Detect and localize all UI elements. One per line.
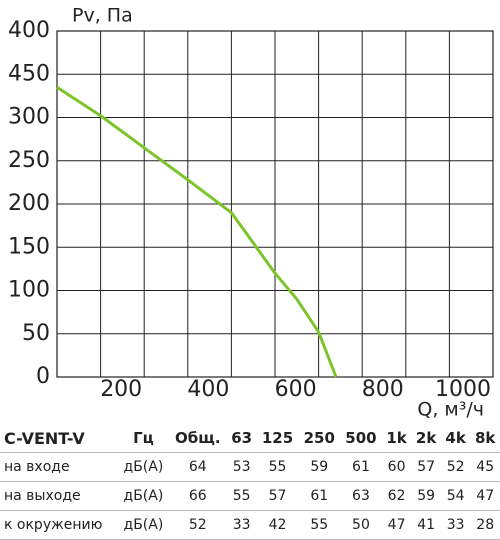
table-cell: 61 <box>298 481 341 511</box>
plot-frame <box>56 30 494 378</box>
table-row: на входе дБ(А) 64 53 55 59 61 60 57 52 45 <box>0 452 500 482</box>
table-cell: Общ. <box>169 424 227 453</box>
curve <box>56 85 338 378</box>
y-tick-label: 300 <box>8 105 50 130</box>
table-cell: 42 <box>256 510 299 540</box>
table-cell: 41 <box>411 510 441 540</box>
table-cell: 50 <box>340 510 382 540</box>
table-cell: 125 <box>256 424 299 453</box>
table-cell: Гц <box>117 424 170 453</box>
table-cell: 250 <box>298 424 341 453</box>
table-cell: 64 <box>169 452 227 482</box>
y-tick-label: 100 <box>8 278 50 303</box>
y-tick-label: 50 <box>22 321 50 346</box>
chart: Pv, Па Q, м³/ч 0 50 100 150 200 250 300 450 400 2… <box>8 5 494 421</box>
x-tick-label: 400 <box>187 377 229 402</box>
table-cell: 52 <box>440 452 471 482</box>
table-cell: 47 <box>381 510 412 540</box>
table-cell: дБ(А) <box>117 510 170 540</box>
x-axis-title: Q, м³/ч <box>417 399 484 421</box>
x-tick-label: 800 <box>362 377 404 402</box>
x-tick-label: 200 <box>100 377 142 402</box>
table-cell: 55 <box>226 481 257 511</box>
table-cell: 63 <box>340 481 382 511</box>
table-cell: 1k <box>381 424 412 453</box>
table-cell: 8k <box>470 424 500 453</box>
table-cell: дБ(А) <box>117 452 170 482</box>
table-cell: 28 <box>470 510 500 540</box>
table-cell: 47 <box>470 481 500 511</box>
table-cell: дБ(А) <box>117 481 170 511</box>
table-cell: 2k <box>411 424 441 453</box>
table-cell: 57 <box>256 481 299 511</box>
y-axis-title: Pv, Па <box>72 5 133 27</box>
table-cell: 63 <box>226 424 257 453</box>
table-cell: 52 <box>169 510 227 540</box>
table-cell: 62 <box>381 481 412 511</box>
noise-table: C-VENT-V Гц Общ. 63 125 250 500 1k 2k 4k 8k на вход… <box>0 424 500 540</box>
table-row: к окружению дБ(А) 52 33 42 55 50 47 41 33 28 <box>0 510 500 540</box>
table-cell: C-VENT-V <box>0 424 118 453</box>
y-tick-label: 0 <box>36 364 50 389</box>
table-cell: к окружению <box>0 510 118 540</box>
y-tick-label: 200 <box>8 191 50 216</box>
x-tick-label: 600 <box>275 377 317 402</box>
table-cell: 60 <box>381 452 412 482</box>
table-cell: 57 <box>411 452 441 482</box>
table-cell: на выходе <box>0 481 118 511</box>
x-tick-label: 1000 <box>435 377 491 402</box>
table-cell: 59 <box>411 481 441 511</box>
table-cell: 55 <box>298 510 341 540</box>
table-cell: 53 <box>226 452 257 482</box>
table-cell: 45 <box>470 452 500 482</box>
table-row: на выходе дБ(А) 66 55 57 61 63 62 59 54 47 <box>0 481 500 511</box>
table-row: C-VENT-V Гц Общ. 63 125 250 500 1k 2k 4k 8k <box>0 424 500 453</box>
table-cell: 33 <box>226 510 257 540</box>
table-cell: 500 <box>340 424 382 453</box>
table-cell: на входе <box>0 452 118 482</box>
y-tick-label: 250 <box>8 148 50 173</box>
table-cell: 61 <box>340 452 382 482</box>
table-cell: 54 <box>440 481 471 511</box>
table-cell: 59 <box>298 452 341 482</box>
table-cell: 4k <box>440 424 471 453</box>
table-cell: 33 <box>440 510 471 540</box>
y-tick-label: 450 <box>8 61 50 86</box>
table-cell: 66 <box>169 481 227 511</box>
table-cell: 55 <box>256 452 299 482</box>
y-tick-label: 150 <box>8 234 50 259</box>
y-tick-label: 400 <box>8 18 50 43</box>
